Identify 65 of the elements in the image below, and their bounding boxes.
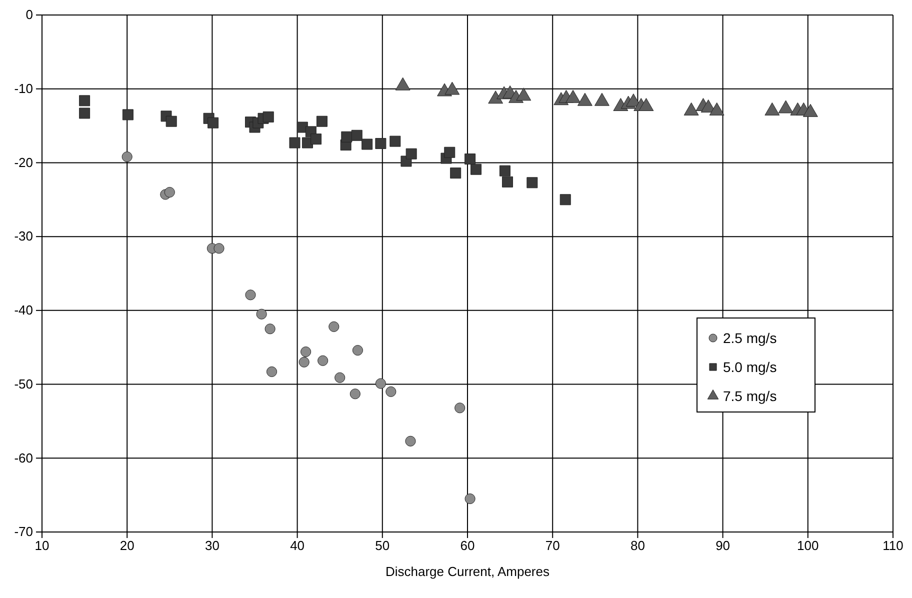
point — [328, 321, 340, 332]
point — [256, 308, 267, 320]
point — [298, 356, 310, 368]
point — [310, 134, 322, 145]
point — [300, 346, 312, 358]
point — [122, 109, 134, 120]
x-tick-label: 100 — [797, 538, 819, 554]
y-tick-label: -30 — [14, 228, 33, 244]
y-tick-label: 0 — [26, 7, 33, 22]
point — [444, 146, 456, 158]
point — [386, 386, 396, 397]
point — [122, 152, 132, 162]
point — [334, 372, 346, 383]
point — [375, 378, 386, 389]
point — [499, 165, 510, 176]
point — [390, 136, 401, 147]
point — [264, 324, 276, 334]
point — [318, 355, 328, 366]
x-tick-label: 80 — [630, 538, 645, 554]
point — [362, 138, 373, 150]
point — [166, 116, 177, 127]
x-tick-label: 10 — [34, 538, 50, 554]
point — [316, 116, 328, 127]
point — [79, 95, 90, 106]
legend-label: 5.0 mg/s — [723, 359, 777, 375]
y-tick-label: -40 — [14, 302, 33, 318]
y-tick-label: -50 — [14, 376, 33, 392]
legend-label: 7.5 mg/s — [723, 388, 777, 404]
y-tick-label: -60 — [14, 450, 33, 466]
point — [262, 111, 274, 122]
legend-label: 2.5 mg/s — [723, 330, 777, 346]
point — [350, 388, 360, 400]
x-tick-label: 30 — [204, 538, 220, 554]
point — [289, 137, 300, 148]
point — [464, 154, 476, 165]
y-tick-label: -70 — [14, 524, 33, 540]
point — [450, 168, 462, 179]
point — [266, 366, 278, 378]
point — [560, 194, 571, 206]
x-tick-label: 50 — [375, 538, 390, 554]
x-tick-label: 70 — [545, 538, 560, 554]
point — [351, 130, 362, 141]
point — [375, 138, 386, 150]
y-tick-label: -10 — [14, 81, 33, 96]
x-tick-label: 40 — [290, 538, 305, 554]
x-tick-label: 60 — [460, 538, 475, 554]
point — [454, 402, 466, 414]
point — [164, 186, 175, 198]
y-tick-label: -20 — [14, 154, 33, 170]
point — [214, 243, 224, 254]
point — [352, 345, 364, 356]
point — [526, 177, 538, 188]
point — [245, 290, 256, 300]
x-tick-label: 20 — [120, 538, 134, 554]
point — [470, 164, 482, 175]
point — [341, 131, 352, 142]
x-tick-label: 110 — [882, 538, 904, 554]
x-tick-label: 90 — [716, 538, 730, 554]
point — [464, 493, 476, 504]
x-axis-title: Discharge Current, Amperes — [385, 564, 550, 579]
point — [406, 148, 417, 160]
point — [405, 436, 416, 446]
point — [208, 117, 219, 128]
point — [79, 108, 90, 119]
point — [502, 176, 513, 188]
